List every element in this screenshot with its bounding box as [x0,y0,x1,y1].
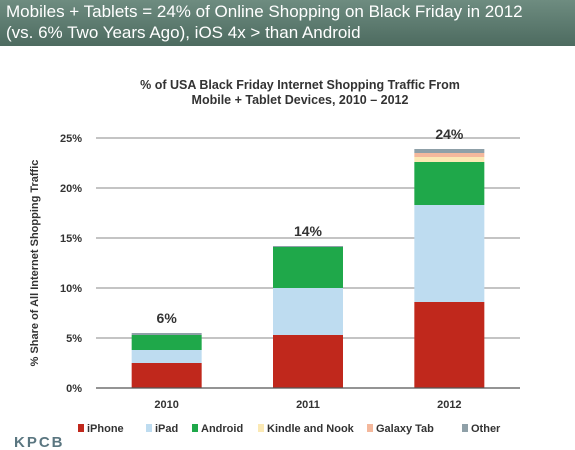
y-axis-label: % Share of All Internet Shopping Traffic [29,160,41,367]
y-tick-label: 5% [66,333,82,345]
headline-line-1: Mobiles + Tablets = 24% of Online Shoppi… [6,2,523,21]
legend-label: Galaxy Tab [376,423,434,435]
legend-swatch [462,424,468,432]
chart-title-line-1: % of USA Black Friday Internet Shopping … [140,78,460,92]
legend-swatch [192,424,198,432]
bar-segment [131,350,202,363]
legend-label: Android [201,423,243,435]
y-tick-label: 20% [60,183,82,195]
bar-segment [273,247,343,288]
bar-segment [131,333,202,335]
legend-swatch [367,424,373,432]
bar-segment [414,149,485,153]
legend-label: iPad [155,423,178,435]
footer-logo: KPCB [0,437,90,450]
chart-title-line-2: Mobile + Tablet Devices, 2010 – 2012 [191,93,409,107]
bar-total-label: 14% [294,223,323,239]
bar-segment [414,157,485,162]
bar-segment [273,335,343,388]
bar-segment [131,363,202,388]
footer-logo-text: KPCB [14,437,65,450]
bar-segment [414,302,485,388]
bar-total-label: 24% [435,126,464,142]
legend-label: Kindle and Nook [267,423,355,435]
bar-segment [273,246,343,247]
y-tick-label: 15% [60,233,82,245]
legend-swatch [146,424,152,432]
bar-segment [414,153,485,157]
y-tick-label: 25% [60,133,82,145]
chart-title: % of USA Black Friday Internet Shopping … [40,78,560,108]
legend-swatch [258,424,264,432]
headline-banner: Mobiles + Tablets = 24% of Online Shoppi… [0,0,575,46]
x-tick-label: 2011 [296,399,320,411]
x-tick-label: 2010 [154,399,178,411]
x-tick-label: 2012 [437,399,461,411]
y-tick-label: 10% [60,283,82,295]
legend-label: iPhone [87,423,124,435]
bar-segment [414,162,485,205]
legend-label: Other [471,423,501,435]
bar-segment [414,205,485,302]
bar-segment [131,335,202,350]
headline-line-2: (vs. 6% Two Years Ago), iOS 4x > than An… [6,23,361,42]
bar-segment [273,288,343,335]
y-tick-label: 0% [66,383,82,395]
bar-total-label: 6% [157,310,178,326]
legend-swatch [78,424,84,432]
